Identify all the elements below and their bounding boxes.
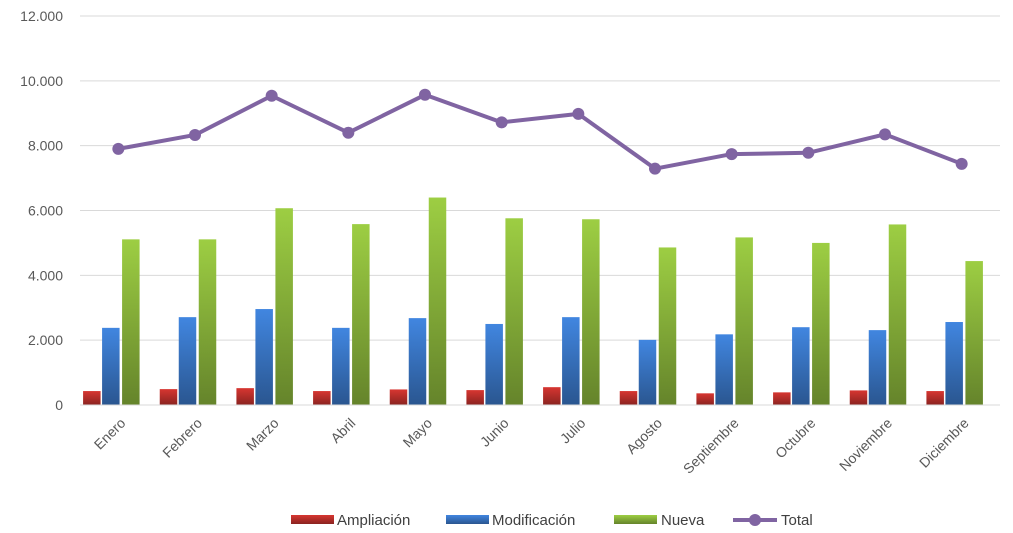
y-tick-label: 12.000 (20, 8, 63, 24)
total-point-abril (342, 126, 355, 139)
bar-ampliaci-n-noviembre (849, 390, 868, 405)
bar-modificaci-n-septiembre (715, 334, 733, 405)
bar-ampliaci-n-mayo (389, 389, 408, 405)
x-tick-label: Marzo (243, 415, 282, 454)
bar-nueva-septiembre (735, 237, 753, 405)
total-line (112, 88, 968, 175)
total-point-junio (495, 116, 508, 129)
x-tick-label: Enero (91, 415, 129, 453)
bar-modificaci-n-abril (332, 327, 350, 405)
bar-nueva-noviembre (888, 224, 907, 405)
bar-ampliaci-n-agosto (619, 391, 638, 405)
legend: Ampliación Modificación Nueva Total (291, 512, 813, 529)
bar-nueva-octubre (812, 242, 830, 405)
total-point-diciembre (955, 157, 968, 170)
y-tick-label: 10.000 (20, 73, 63, 89)
legend-label-total: Total (781, 512, 813, 529)
legend-label-ampliaci-n: Ampliación (337, 512, 410, 529)
legend-label-modificaci-n: Modificación (492, 512, 575, 529)
legend-label-nueva: Nueva (661, 512, 705, 529)
bar-ampliaci-n-enero (83, 391, 101, 405)
bar-nueva-diciembre (965, 261, 983, 405)
bar-modificaci-n-octubre (792, 327, 810, 405)
bar-ampliaci-n-marzo (236, 388, 254, 405)
x-tick-label: Junio (477, 415, 512, 450)
total-point-marzo (265, 89, 278, 102)
total-point-julio (572, 107, 585, 120)
y-tick-label: 4.000 (28, 267, 63, 283)
bar-ampliaci-n-febrero (159, 389, 178, 405)
total-point-enero (112, 142, 125, 155)
legend-swatch-total-marker (749, 514, 761, 526)
bars (83, 197, 983, 405)
x-tick-label: Septiembre (680, 415, 742, 477)
y-tick-label: 0 (55, 397, 63, 413)
total-point-octubre (802, 146, 815, 159)
bar-ampliaci-n-junio (466, 390, 484, 405)
bar-ampliaci-n-octubre (773, 392, 791, 405)
legend-swatch-nueva (614, 515, 657, 524)
total-point-septiembre (725, 148, 738, 161)
y-tick-label: 6.000 (28, 203, 63, 219)
x-tick-label: Agosto (623, 415, 665, 457)
bar-modificaci-n-julio (562, 317, 580, 405)
x-tick-label: Febrero (159, 415, 205, 461)
bar-modificaci-n-febrero (178, 317, 197, 405)
bar-modificaci-n-noviembre (868, 330, 887, 405)
gridlines (80, 15, 1000, 341)
legend-swatch-ampliaci-n (291, 515, 334, 524)
bar-modificaci-n-marzo (255, 309, 273, 405)
legend-swatch-modificaci-n (446, 515, 489, 524)
bar-nueva-abril (352, 224, 370, 405)
y-tick-label: 8.000 (28, 138, 63, 154)
bar-nueva-junio (505, 218, 523, 405)
x-tick-label: Julio (557, 415, 589, 447)
bar-nueva-marzo (275, 208, 293, 405)
x-tick-label: Abril (327, 415, 358, 446)
x-tick-label: Diciembre (916, 415, 972, 471)
bar-nueva-febrero (198, 239, 217, 405)
y-axis-tick-labels: 0 2.000 4.000 6.000 8.000 10.000 12.000 (20, 8, 63, 413)
bar-ampliaci-n-julio (543, 387, 561, 405)
total-line-path (117, 92, 963, 171)
bar-modificaci-n-mayo (408, 318, 427, 405)
bar-ampliaci-n-diciembre (926, 391, 944, 405)
total-point-agosto (649, 162, 661, 175)
x-axis-tick-labels: Enero Febrero Marzo Abril Mayo Junio Julio Agos… (91, 415, 972, 477)
bar-modificaci-n-agosto (638, 339, 657, 405)
bar-ampliaci-n-septiembre (696, 393, 714, 405)
bar-nueva-agosto (658, 247, 677, 405)
x-tick-label: Mayo (400, 415, 436, 451)
total-point-mayo (419, 88, 431, 101)
total-point-noviembre (879, 128, 891, 141)
bar-nueva-enero (122, 239, 140, 405)
x-tick-label: Octubre (772, 415, 819, 462)
bar-modificaci-n-enero (102, 327, 120, 405)
x-tick-label: Noviembre (836, 415, 895, 474)
y-tick-label: 2.000 (28, 332, 63, 348)
bar-modificaci-n-junio (485, 323, 503, 405)
bar-modificaci-n-diciembre (945, 322, 963, 405)
bar-nueva-mayo (428, 197, 447, 405)
bar-ampliaci-n-abril (313, 391, 331, 405)
total-point-febrero (189, 128, 201, 141)
bar-nueva-julio (582, 219, 600, 405)
